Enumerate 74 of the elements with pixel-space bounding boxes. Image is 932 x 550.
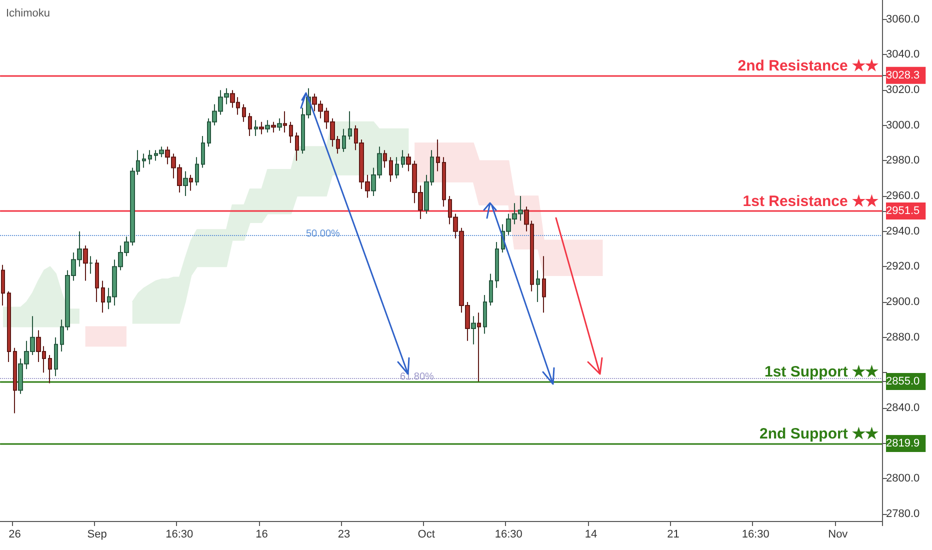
y-tick-label: 3028.3 [886, 69, 920, 82]
candlestick [89, 256, 93, 274]
candlestick [389, 156, 393, 182]
candlestick [183, 170, 188, 197]
y-tick-label: 2855.0 [886, 375, 920, 388]
ref-line-label: 1st Support ★★ [764, 363, 879, 380]
y-tick-label: 2780.0 [886, 508, 920, 520]
candlestick [7, 290, 11, 363]
candlestick [395, 156, 399, 179]
candlestick [289, 121, 293, 144]
candlestick [442, 156, 446, 208]
x-tick-label: 16:30 [494, 528, 522, 540]
candlestick [401, 150, 405, 168]
ref-line-label: 1st Resistance ★★ [742, 193, 879, 210]
candlestick [201, 135, 205, 168]
y-tick-label: 2880.0 [886, 331, 920, 344]
y-tick-label: 2800.0 [886, 472, 920, 485]
annotation: 50.00% [306, 228, 340, 240]
y-tick-label: 2940.0 [886, 225, 920, 238]
candlestick [536, 270, 540, 303]
candlestick [95, 259, 99, 303]
candlestick [295, 132, 299, 162]
x-tick-label: 16:30 [166, 528, 194, 540]
candlestick [101, 280, 105, 314]
y-tick-label: 2920.0 [886, 260, 920, 273]
x-tick-label: 26 [8, 528, 21, 540]
candlestick [148, 150, 152, 165]
ref-line-label: 2nd Resistance ★★ [738, 57, 879, 74]
candlestick [242, 104, 246, 122]
candlestick [13, 347, 17, 414]
y-tick-label: 2960.0 [886, 190, 920, 202]
candlestick [259, 121, 264, 135]
x-tick-label: 21 [667, 528, 680, 540]
candlestick [542, 256, 546, 314]
candlestick [283, 110, 287, 133]
candlestick [48, 354, 52, 384]
y-tick-label: 3000.0 [886, 119, 920, 132]
candlestick [383, 150, 387, 168]
x-tick-label: Oct [418, 528, 435, 540]
candlestick [254, 120, 258, 136]
y-tick-label: 2900.0 [886, 296, 920, 308]
candlestick [477, 312, 481, 382]
candlestick [248, 112, 252, 136]
candlestick [195, 156, 199, 186]
y-tick-label: 3020.0 [886, 84, 920, 96]
candlestick [483, 294, 487, 334]
x-tick-label: 23 [338, 528, 350, 540]
x-tick-label: 16:30 [742, 528, 770, 540]
candlestick [265, 120, 270, 133]
candlestick [495, 241, 499, 288]
x-tick-label: Sep [87, 528, 107, 540]
y-tick-label: 2819.9 [886, 437, 920, 450]
y-tick-label: 2980.0 [886, 154, 920, 167]
candlestick [1, 264, 5, 306]
x-tick-label: 14 [584, 528, 598, 540]
x-tick-label: 16 [256, 528, 268, 540]
candlestick [436, 139, 440, 172]
x-tick-label: Nov [828, 528, 848, 540]
ref-line-label: 2nd Support ★★ [760, 425, 879, 442]
annotation: Ichimoku [6, 8, 50, 20]
y-tick-label: 2951.5 [886, 205, 920, 218]
candlestick [83, 244, 88, 282]
candlestick [142, 153, 146, 168]
candlestick [348, 110, 352, 140]
candlestick [471, 316, 476, 345]
candlestick [189, 174, 193, 192]
candlestick [271, 121, 276, 133]
candlestick [277, 118, 282, 132]
candlestick [489, 273, 493, 306]
y-tick-label: 3040.0 [886, 48, 920, 61]
candlestick [54, 336, 58, 377]
y-tick-label: 2840.0 [886, 402, 920, 414]
candlestick [342, 128, 346, 152]
y-tick-label: 3060.0 [886, 13, 920, 26]
